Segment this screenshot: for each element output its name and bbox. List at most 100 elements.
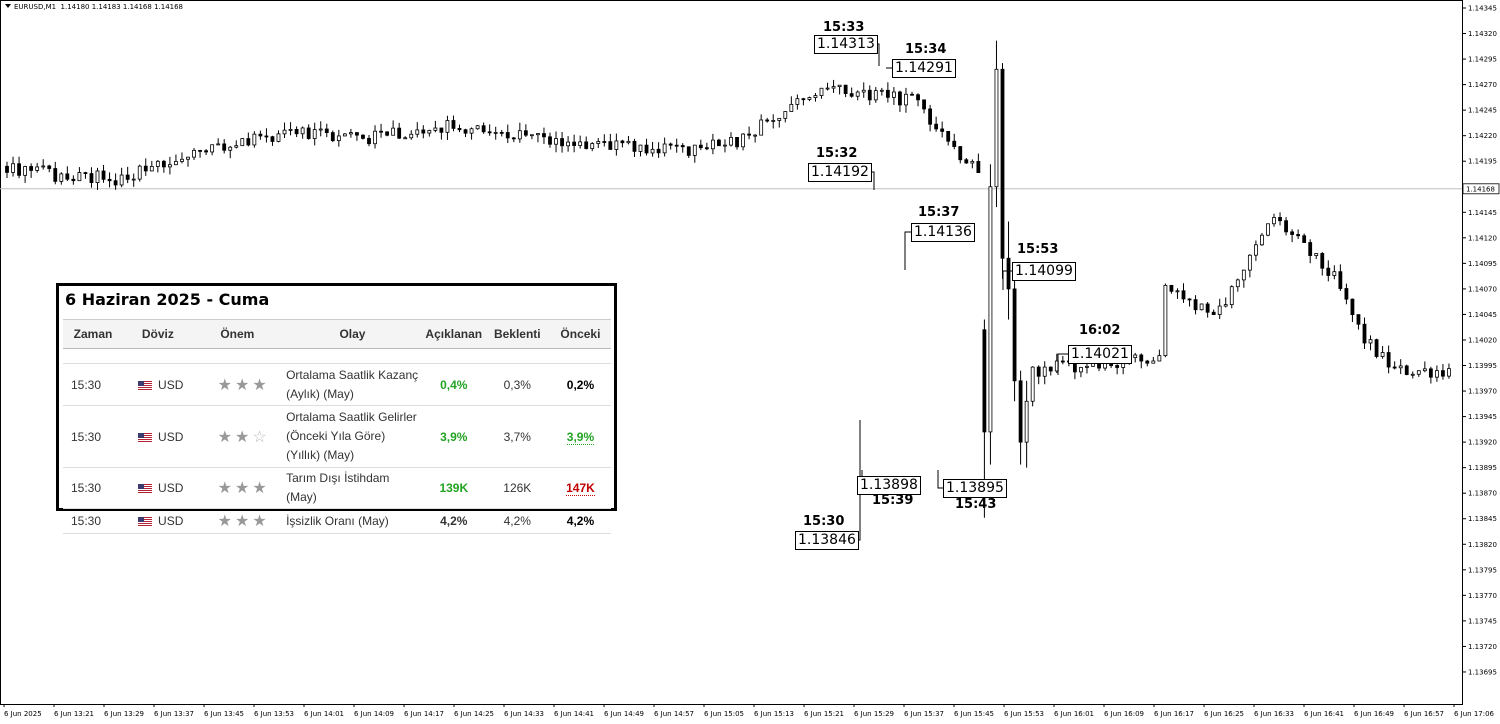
candle-body	[674, 144, 679, 147]
candle-body	[318, 128, 323, 131]
x-tick-label: 6 Jun 16:17	[1154, 710, 1194, 718]
candle-body	[487, 131, 492, 134]
candle-body	[143, 165, 148, 172]
x-tick-label: 6 Jun 16:09	[1104, 710, 1144, 718]
calendar-row[interactable]: 15:30 USD ★ ★ ★ İşsizlik Oranı (May) 4,2% 4,2% 4…	[63, 508, 611, 534]
current-price-label: 1.14168	[1466, 185, 1495, 193]
candle-body	[119, 174, 124, 186]
x-tick-label: 6 Jun 2025	[4, 710, 42, 718]
candle-body	[5, 165, 9, 173]
candle-body	[1441, 370, 1445, 377]
event-currency: USD	[158, 377, 184, 392]
candle-body	[439, 127, 444, 133]
annotation-price-box: 1.14313	[814, 35, 878, 54]
candle-body	[222, 143, 227, 151]
candle-body	[517, 130, 522, 140]
header-previous: Önceki	[549, 319, 611, 349]
candle-body	[1036, 366, 1041, 377]
candle-body	[137, 165, 142, 180]
candle-body	[252, 133, 257, 146]
event-time: 15:30	[63, 508, 124, 534]
annotation-price-box: 1.14099	[1012, 262, 1076, 281]
candle-body	[409, 133, 414, 139]
candle-body	[1247, 254, 1252, 271]
candle-body	[536, 133, 540, 136]
candle-body	[397, 127, 402, 139]
event-forecast: 3,7%	[484, 405, 550, 468]
calendar-row[interactable]: 15:30 USD ★ ★ ★ Tarım Dışı İstihdam (May) 139K…	[63, 467, 611, 509]
candle-body	[1042, 366, 1047, 377]
event-time: 15:30	[63, 405, 124, 468]
y-axis: 1.14345 1.14320 1.14295 1.14270 1.14245 1.142…	[1462, 5, 1500, 676]
candle-body	[958, 146, 963, 161]
candle-body	[849, 93, 854, 97]
x-tick-label: 6 Jun 14:09	[354, 710, 394, 718]
candle-body	[216, 143, 221, 146]
candle-body	[198, 149, 202, 152]
candle-body	[1060, 360, 1065, 363]
candle-body	[1018, 380, 1023, 443]
candle-body	[723, 144, 727, 147]
annotation-leader	[1057, 353, 1068, 375]
candle-body	[735, 136, 739, 148]
candle-body	[904, 93, 908, 106]
candle-body	[11, 163, 15, 173]
candle-body	[1266, 223, 1270, 236]
event-forecast: 4,2%	[484, 508, 550, 534]
event-importance: ★ ★ ★	[192, 363, 283, 406]
x-tick-label: 6 Jun 16:25	[1204, 710, 1244, 718]
candle-body	[861, 89, 866, 93]
candle-body	[1416, 370, 1421, 375]
candle-body	[548, 136, 552, 145]
candle-body	[1145, 360, 1150, 364]
annotation-price-box: 1.14192	[808, 163, 872, 182]
candle-body	[1447, 368, 1451, 377]
header-event: Olay	[282, 319, 423, 349]
y-tick-label: 1.14220	[1468, 132, 1497, 140]
x-tick-label: 6 Jun 15:37	[904, 710, 944, 718]
candle-body	[1157, 355, 1162, 362]
candle-body	[246, 138, 251, 146]
star-outline-icon: ☆	[252, 428, 267, 446]
candle-body	[644, 144, 649, 154]
candle-body	[638, 144, 643, 152]
candle-body	[680, 145, 685, 148]
candle-body	[1254, 244, 1258, 256]
candle-body	[167, 164, 172, 168]
star-icon: ★	[217, 513, 232, 530]
candle-body	[741, 133, 745, 148]
candle-body	[916, 94, 920, 101]
candle-body	[602, 141, 607, 143]
annotation-price-box: 1.13846	[795, 531, 859, 550]
candle-body	[403, 137, 408, 140]
calendar-row[interactable]: 15:30 USD ★ ★ ☆ Ortalama Saatlik Gelirler (Ön…	[63, 405, 611, 468]
candle-body	[391, 127, 396, 136]
event-name[interactable]: Tarım Dışı İstihdam (May)	[282, 467, 423, 509]
candle-body	[523, 130, 528, 136]
candle-body	[1332, 271, 1337, 276]
candle-body	[1211, 311, 1216, 315]
candle-body	[83, 172, 88, 174]
x-tick-label: 6 Jun 13:53	[254, 710, 294, 718]
calendar-title: 6 Haziran 2025 - Cuma	[65, 290, 270, 309]
candle-body	[1386, 352, 1391, 368]
candle-body	[590, 143, 595, 149]
candle-body	[300, 127, 305, 135]
candle-body	[71, 178, 76, 182]
collapse-triangle-icon[interactable]	[5, 4, 11, 8]
x-tick-label: 6 Jun 15:45	[954, 710, 994, 718]
candle-body	[41, 165, 46, 168]
candle-body	[572, 141, 577, 146]
candle-body	[53, 168, 58, 182]
candle-body	[1302, 235, 1307, 243]
y-tick-label: 1.13795	[1468, 566, 1497, 574]
event-actual: 4,2%	[422, 508, 485, 534]
candle-body	[879, 89, 884, 92]
candle-body	[35, 166, 40, 171]
event-name[interactable]: Ortalama Saatlik Kazanç (Aylık) (May)	[282, 363, 423, 406]
calendar-row[interactable]: 15:30 USD ★ ★ ★ Ortalama Saatlik Kazanç (Aylı…	[63, 363, 611, 406]
event-name[interactable]: İşsizlik Oranı (May)	[282, 508, 423, 534]
x-tick-label: 6 Jun 14:01	[304, 710, 344, 718]
event-name[interactable]: Ortalama Saatlik Gelirler (Önceki Yıla G…	[282, 405, 423, 468]
candle-body	[698, 144, 703, 149]
